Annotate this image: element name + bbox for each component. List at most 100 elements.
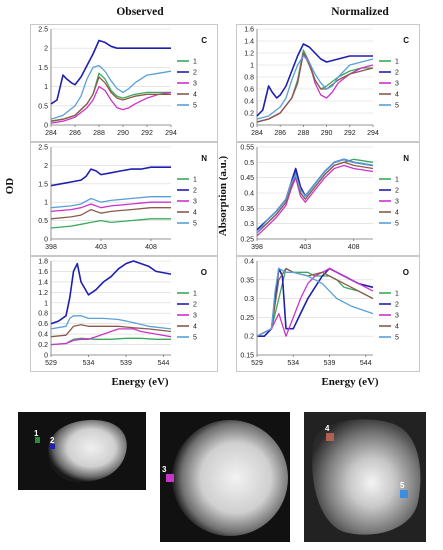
legend-label: 3 [193, 313, 197, 320]
series-line-1 [50, 337, 171, 346]
x-tick-label: 544 [360, 360, 372, 367]
x-tick-label: 288 [93, 130, 105, 137]
microscopy-image-3: 4 5 [304, 412, 426, 542]
y-tick-label: 1 [44, 300, 48, 307]
y-tick-label: 1.5 [38, 181, 48, 188]
x-tick-label: 398 [45, 244, 57, 251]
observed-nitrogen-panel: 0 0.5 1 1.5 2 2.5 398 403 408 N 1 2 3 4 5 [30, 142, 218, 256]
x-tick-label: 286 [69, 130, 81, 137]
normalized-carbon-panel: 0 0.2 0.4 0.6 0.8 1 1.2 1.4 1.6 284 286 288 290 292 29… [236, 24, 420, 142]
series-line-1 [50, 218, 171, 229]
marker-1-box [35, 437, 40, 443]
x-tick-label: 529 [45, 360, 57, 367]
x-tick-label: 544 [158, 360, 170, 367]
y-tick-label: 0 [44, 123, 48, 130]
y-tick-label: 2 [44, 163, 48, 170]
chart-3: 0 0.2 0.4 0.6 0.8 1 1.2 1.4 1.6 284 286 288 290 292 29… [244, 27, 409, 138]
series-line-4 [50, 324, 172, 338]
y-tick-label: 1.6 [244, 27, 254, 34]
y-tick-label: 0.4 [38, 332, 48, 339]
y-tick-label: 0.45 [240, 175, 254, 182]
x-tick-label: 292 [344, 130, 356, 137]
marker-3-box [166, 474, 174, 482]
edge-label: N [201, 154, 207, 163]
microscopy-image-2: 3 [160, 412, 290, 542]
legend-label: 2 [395, 188, 399, 195]
chart-4: 0.25 0.3 0.35 0.4 0.45 0.5 0.55 398 403 408 N 1 2 3 4 5 [240, 145, 409, 252]
x-tick-label: 539 [120, 360, 132, 367]
series-line-2 [50, 260, 172, 325]
edge-label: N [403, 154, 409, 163]
marker-5-label: 5 [400, 481, 405, 490]
y-tick-label: 0.5 [38, 103, 48, 110]
y-tick-label: 1.4 [244, 39, 254, 46]
x-tick-label: 539 [324, 360, 336, 367]
legend-label: 4 [395, 324, 399, 331]
normalized-x-label: Energy (eV) [321, 376, 379, 388]
marker-3-label: 3 [162, 465, 167, 474]
y-tick-label: 0 [250, 123, 254, 130]
observed-y-label: OD [4, 177, 16, 195]
y-tick-label: 0.3 [244, 296, 254, 303]
series-line-2 [50, 39, 171, 105]
chart-5: 0.15 0.2 0.25 0.3 0.35 0.4 529 534 539 544 O 1 2 3 4 5 [240, 259, 409, 368]
normalized-nitrogen-panel: 0.25 0.3 0.35 0.4 0.45 0.5 0.55 398 403 408 N 1 2 3 4 5 [236, 142, 420, 256]
legend-label: 2 [193, 70, 197, 77]
legend-label: 5 [395, 103, 399, 110]
legend-label: 1 [395, 177, 399, 184]
edge-label: C [403, 36, 409, 45]
y-tick-label: 1.8 [38, 259, 48, 266]
observed-x-label: Energy (eV) [111, 376, 169, 388]
series-line-4 [256, 161, 374, 234]
legend-label: 4 [193, 92, 197, 99]
legend-label: 2 [395, 302, 399, 309]
y-tick-label: 1.5 [38, 65, 48, 72]
x-tick-label: 534 [287, 360, 299, 367]
y-tick-label: 0.25 [240, 237, 254, 244]
y-tick-label: 0.25 [240, 315, 254, 322]
legend-label: 2 [193, 188, 197, 195]
legend-label: 1 [193, 177, 197, 184]
series-line-2 [50, 166, 171, 187]
x-tick-label: 286 [274, 130, 286, 137]
normalized-header: Normalized [331, 6, 389, 18]
y-tick-label: 0.4 [244, 191, 254, 198]
legend-label: 2 [193, 302, 197, 309]
marker-2-box [50, 444, 55, 449]
series-line-3 [50, 85, 172, 124]
legend-label: 3 [395, 199, 399, 206]
legend-label: 5 [395, 335, 399, 342]
y-tick-label: 0.6 [38, 321, 48, 328]
legend-label: 1 [395, 59, 399, 66]
marker-2-label: 2 [50, 436, 55, 445]
series-line-5 [256, 55, 374, 120]
marker-4-label: 4 [325, 424, 330, 433]
y-tick-label: 2.5 [38, 27, 48, 34]
observed-oxygen-panel: 0 0.2 0.4 0.6 0.8 1 1.2 1.4 1.6 1.8 529 534 539 544 O 1… [30, 256, 218, 372]
x-tick-label: 284 [251, 130, 263, 137]
chart-1: 0 0.5 1 1.5 2 2.5 398 403 408 N 1 2 3 4 5 [38, 145, 207, 252]
x-tick-label: 398 [251, 244, 263, 251]
observed-carbon-panel: 0 0.5 1 1.5 2 2.5 284 286 288 290 292 294 C 1 2 3 4 5 [30, 24, 218, 142]
y-tick-label: 0.6 [244, 87, 254, 94]
series-line-3 [256, 267, 374, 337]
y-tick-label: 0.5 [244, 160, 254, 167]
series-line-5 [50, 315, 172, 330]
series-line-5 [50, 64, 172, 120]
series-line-5 [256, 158, 374, 234]
y-tick-label: 2.5 [38, 145, 48, 152]
x-tick-label: 408 [145, 244, 157, 251]
series-line-3 [50, 201, 171, 213]
observed-header: Observed [116, 6, 164, 18]
legend-label: 5 [193, 221, 197, 228]
y-tick-label: 0.2 [244, 111, 254, 118]
x-tick-label: 534 [83, 360, 95, 367]
microscopy-image-1: 1 2 [18, 412, 146, 490]
x-tick-label: 529 [251, 360, 263, 367]
x-tick-label: 290 [117, 130, 129, 137]
series-line-2 [256, 43, 373, 117]
y-tick-label: 0 [44, 237, 48, 244]
legend-label: 4 [193, 210, 197, 217]
x-tick-label: 288 [298, 130, 310, 137]
y-tick-label: 0.8 [244, 75, 254, 82]
